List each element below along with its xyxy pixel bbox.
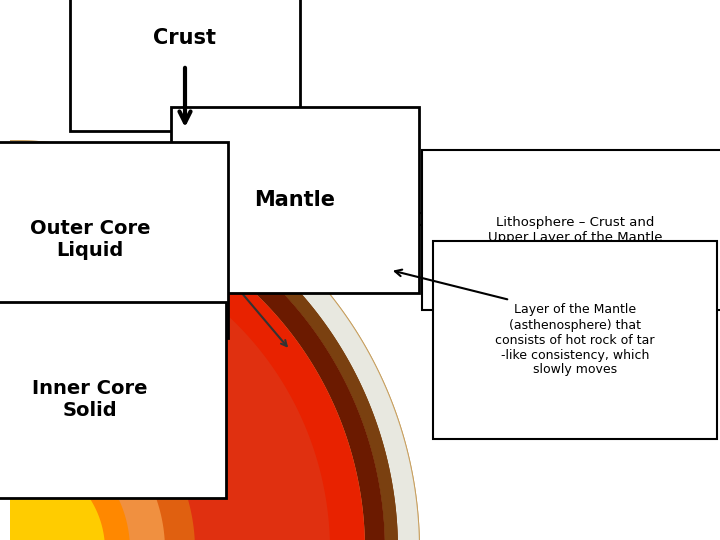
Text: Inner core
1,228 km: Inner core 1,228 km [120,264,169,286]
Polygon shape [10,365,195,540]
Text: Crust: Crust [153,28,217,48]
Text: Inner Core
Solid: Inner Core Solid [32,380,148,421]
Bar [418,213,430,225]
Polygon shape [10,455,105,540]
Text: Outer core
2,200 km: Outer core 2,200 km [275,259,327,281]
Polygon shape [10,141,419,540]
Polygon shape [10,195,365,540]
Text: Layer of the Mantle
(asthenosphere) that
consists of hot rock of tar
-like consi: Layer of the Mantle (asthenosphere) that… [495,303,654,376]
Polygon shape [10,152,408,540]
Polygon shape [10,395,165,540]
Polygon shape [10,430,130,540]
Text: Lithosphere – Crust and
Upper Layer of the Mantle: Lithosphere – Crust and Upper Layer of t… [487,216,662,244]
Polygon shape [10,175,385,540]
Polygon shape [10,162,398,540]
Polygon shape [10,140,420,540]
Text: Outer Core
Liquid: Outer Core Liquid [30,219,150,260]
Polygon shape [10,230,330,540]
Polygon shape [10,162,398,540]
Text: Mantle: Mantle [254,190,336,210]
Polygon shape [10,140,420,540]
